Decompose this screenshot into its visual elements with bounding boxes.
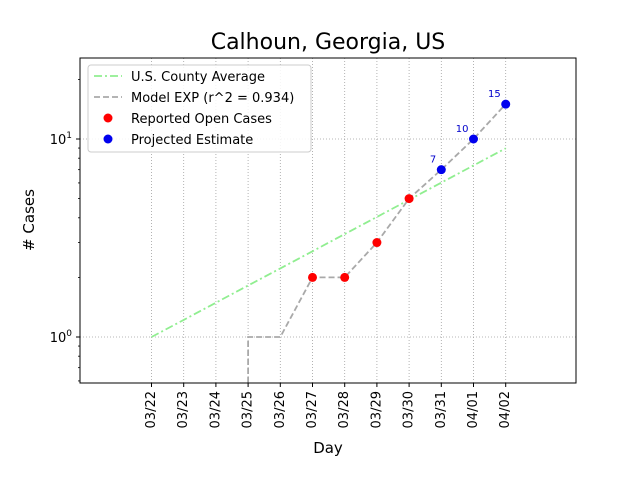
legend-entry: Projected Estimate bbox=[131, 133, 253, 148]
data-point bbox=[469, 134, 478, 144]
data-point bbox=[340, 272, 350, 282]
x-tick-label: 03/28 bbox=[337, 391, 352, 428]
series-line bbox=[247, 103, 507, 383]
x-tick-label: 03/29 bbox=[369, 391, 384, 428]
data-point bbox=[372, 238, 382, 248]
data-label: 10 bbox=[456, 124, 469, 135]
legend: U.S. County Average Model EXP (r^2 = 0.93… bbox=[87, 64, 312, 153]
x-tick-label: 03/30 bbox=[402, 391, 417, 428]
x-tick-label: 03/22 bbox=[144, 391, 159, 428]
x-tick-label: 04/01 bbox=[466, 391, 481, 428]
data-label: 7 bbox=[430, 155, 436, 166]
x-tick-label: 04/02 bbox=[498, 391, 513, 428]
x-tick-label: 03/31 bbox=[434, 391, 449, 428]
legend-entry: Reported Open Cases bbox=[131, 112, 272, 127]
legend-entry: Model EXP (r^2 = 0.934) bbox=[131, 91, 294, 106]
legend-marker-swatch bbox=[103, 134, 113, 144]
legend-marker-swatch bbox=[103, 113, 113, 123]
x-axis: 03/22 03/23 03/24 03/25 03/26 03/27 03/28 03/29… bbox=[144, 383, 513, 428]
x-tick-label: 03/26 bbox=[273, 391, 288, 428]
data-point bbox=[436, 165, 446, 175]
x-tick-label: 03/25 bbox=[241, 391, 256, 428]
x-tick-label: 03/24 bbox=[208, 391, 223, 428]
y-tick-label: 101 bbox=[50, 131, 72, 148]
x-tick-label: 03/23 bbox=[176, 391, 191, 428]
y-axis-label: # Cases bbox=[20, 189, 38, 251]
plot-area: 7 10 15 bbox=[151, 89, 511, 383]
axes-frame bbox=[79, 57, 577, 384]
data-point bbox=[501, 99, 511, 109]
y-tick-label: 100 bbox=[50, 329, 73, 346]
data-label: 15 bbox=[488, 89, 501, 100]
y-axis: 100 101 bbox=[50, 78, 80, 382]
chart-title: Calhoun, Georgia, US bbox=[211, 30, 446, 55]
data-point bbox=[404, 194, 414, 204]
x-tick-label: 03/27 bbox=[305, 391, 320, 428]
data-point bbox=[308, 272, 317, 282]
series-line bbox=[151, 147, 507, 338]
legend-box bbox=[87, 64, 312, 153]
legend-entry: U.S. County Average bbox=[131, 70, 265, 85]
x-axis-label: Day bbox=[313, 439, 343, 457]
